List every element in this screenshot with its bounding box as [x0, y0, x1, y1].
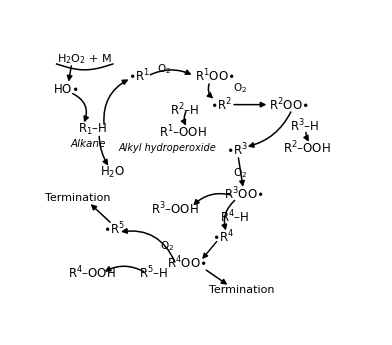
Text: O$_2$: O$_2$ [160, 239, 174, 253]
Text: $\bullet$R$^2$: $\bullet$R$^2$ [210, 97, 232, 114]
Text: O$_2$: O$_2$ [157, 62, 172, 76]
Text: HO$\bullet$: HO$\bullet$ [53, 83, 78, 96]
Text: Termination: Termination [209, 285, 275, 295]
Text: R$_1$–H: R$_1$–H [78, 121, 108, 137]
Text: R$^2$–OOH: R$^2$–OOH [283, 139, 331, 156]
Text: R$^3$–H: R$^3$–H [290, 118, 319, 135]
Text: Alkane: Alkane [71, 139, 106, 149]
Text: R$^1$OO$\bullet$: R$^1$OO$\bullet$ [195, 68, 234, 84]
Text: R$^2$–H: R$^2$–H [169, 102, 199, 119]
Text: Termination: Termination [45, 193, 111, 203]
Text: R$^2$OO$\bullet$: R$^2$OO$\bullet$ [269, 97, 309, 114]
Text: R$^5$–H: R$^5$–H [139, 264, 169, 281]
Text: R$^1$–OOH: R$^1$–OOH [159, 124, 207, 140]
Text: O$_2$: O$_2$ [233, 166, 247, 180]
Text: $\bullet$R$^3$: $\bullet$R$^3$ [226, 142, 249, 159]
Text: H$_2$O: H$_2$O [100, 165, 125, 180]
Text: $\bullet$R$^1$: $\bullet$R$^1$ [127, 68, 150, 84]
Text: $\bullet$R$^4$: $\bullet$R$^4$ [212, 228, 235, 245]
Text: R$^4$OO$\bullet$: R$^4$OO$\bullet$ [167, 255, 207, 272]
Text: O$_2$: O$_2$ [233, 81, 247, 95]
Text: R$^4$–OOH: R$^4$–OOH [67, 264, 116, 281]
Text: H$_2$O$_2$ + M: H$_2$O$_2$ + M [56, 52, 111, 66]
Text: R$^3$OO$\bullet$: R$^3$OO$\bullet$ [223, 186, 263, 203]
Text: R$^4$–H: R$^4$–H [220, 208, 249, 225]
Text: $\bullet$R$^5$: $\bullet$R$^5$ [103, 220, 125, 237]
Text: R$^3$–OOH: R$^3$–OOH [151, 200, 199, 217]
Text: Alkyl hydroperoxide: Alkyl hydroperoxide [119, 143, 216, 152]
